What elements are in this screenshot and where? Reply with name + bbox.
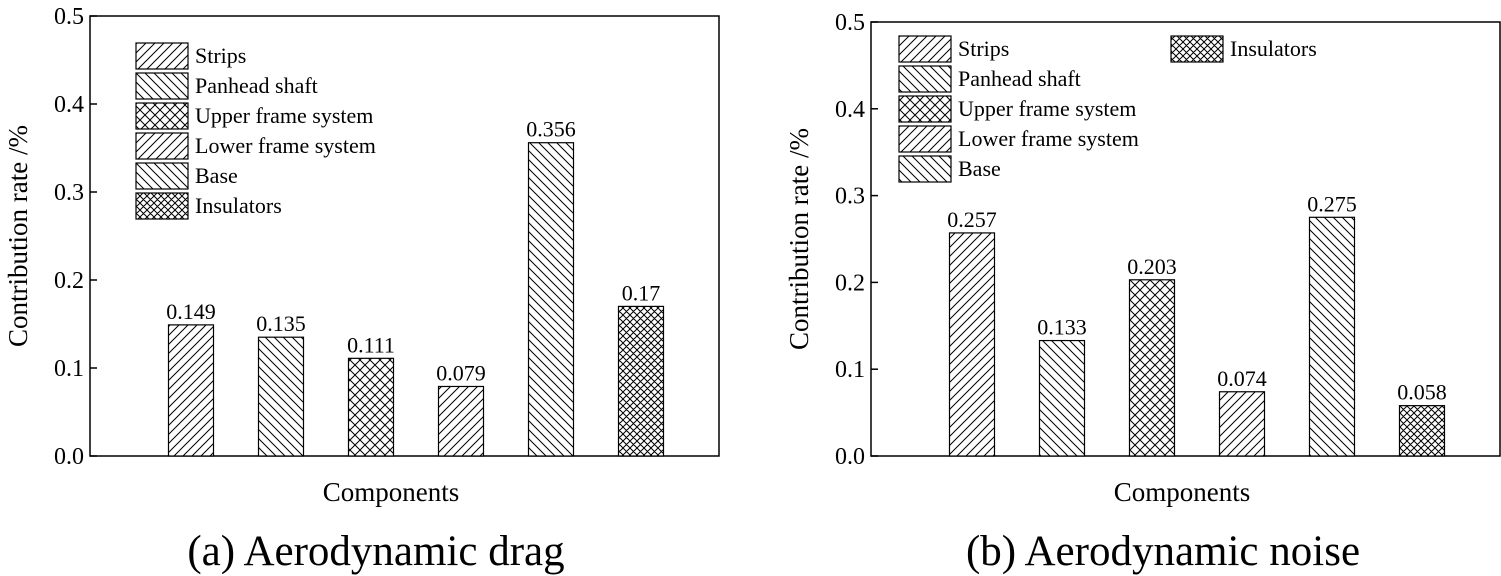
bar-value-label: 0.17 xyxy=(622,280,661,305)
panel-aerodynamic-drag: 0.00.10.20.30.40.5 0.149 0.1350.1110.0790… xyxy=(3,4,720,575)
legend-item: Upper frame system xyxy=(898,95,1136,123)
bar-upper-frame-system xyxy=(1128,279,1176,457)
legend-label: Lower frame system xyxy=(958,126,1139,151)
bar-insulators xyxy=(1398,405,1446,457)
bar-strips xyxy=(948,232,996,457)
legend-swatch xyxy=(135,42,189,70)
bar-lower-frame-system xyxy=(437,385,485,457)
bar-value-label: 0.149 xyxy=(166,299,216,324)
panel-caption: (a) Aerodynamic drag xyxy=(187,528,564,575)
legend-label: Base xyxy=(958,156,1001,181)
bar-upper-frame-system xyxy=(347,357,395,457)
y-tick-label: 0.2 xyxy=(835,270,865,296)
bar-value-label: 0.111 xyxy=(347,332,395,357)
bar-value-label: 0.203 xyxy=(1127,254,1177,279)
bar-base xyxy=(1308,216,1356,457)
bar-value-label: 0.058 xyxy=(1397,380,1447,405)
bars: 0.149 0.135 0.111 0.079 0.356 0.17 xyxy=(166,117,665,457)
legend-label: Strips xyxy=(958,36,1009,61)
y-tick-label: 0.5 xyxy=(54,4,84,30)
bar-value-label: 0.079 xyxy=(436,360,486,385)
legend-item: Strips xyxy=(135,42,246,70)
bar-insulators xyxy=(617,305,665,457)
legend-label: Base xyxy=(195,163,238,188)
legend-item: Lower frame system xyxy=(898,125,1139,153)
y-axis-label: Contribution rate /% xyxy=(784,128,814,350)
bar-value-label: 0.135 xyxy=(256,311,306,336)
x-axis-label: Components xyxy=(1114,477,1251,507)
y-tick-label: 0.4 xyxy=(54,92,84,118)
legend-item: Insulators xyxy=(135,192,282,220)
plot-frame xyxy=(870,21,1501,457)
bar-value-label: 0.257 xyxy=(947,207,997,232)
legend-swatch xyxy=(135,102,189,130)
y-tick-label: 0.5 xyxy=(835,10,865,36)
legend-swatch xyxy=(135,72,189,100)
y-ticks: 0.0 0.1 0.2 0.3 0.4 0.5 xyxy=(54,4,97,470)
legend: Strips Panhead shaft Upper frame system Low… xyxy=(898,35,1317,183)
legend-item: Base xyxy=(135,162,238,190)
legend-item: Insulators xyxy=(1170,35,1317,63)
legend-label: Insulators xyxy=(1230,36,1317,61)
y-axis-label: Contribution rate /% xyxy=(3,125,33,347)
legend-swatch xyxy=(1170,35,1224,63)
legend-swatch xyxy=(135,192,189,220)
legend-label: Panhead shaft xyxy=(195,73,318,98)
legend-item: Base xyxy=(898,155,1001,183)
legend-label: Upper frame system xyxy=(958,96,1136,121)
plot-frame xyxy=(89,15,720,457)
bar-value-label: 0.074 xyxy=(1217,366,1267,391)
y-tick-label: 0.1 xyxy=(54,356,84,382)
y-tick-label: 0.0 xyxy=(54,444,84,470)
legend-swatch xyxy=(898,35,952,63)
bars: 0.257 0.133 0.203 0.074 0.275 0.058 xyxy=(947,191,1447,457)
y-tick-label: 0.3 xyxy=(54,180,84,206)
bar-value-label: 0.133 xyxy=(1037,315,1087,340)
legend-swatch xyxy=(898,155,952,183)
legend-label: Strips xyxy=(195,43,246,68)
legend-swatch xyxy=(898,95,952,123)
y-tick-label: 0.3 xyxy=(835,184,865,210)
panel-aerodynamic-noise: 0.00.10.20.30.40.5 0.2570.1330.2030.0740… xyxy=(784,10,1501,575)
bar-panhead-shaft xyxy=(257,336,305,457)
bar-value-label: 0.275 xyxy=(1307,191,1357,216)
legend-label: Insulators xyxy=(195,193,282,218)
legend-label: Upper frame system xyxy=(195,103,373,128)
panel-caption: (b) Aerodynamic noise xyxy=(966,528,1360,575)
bar-base xyxy=(527,142,575,457)
legend-label: Lower frame system xyxy=(195,133,376,158)
y-ticks: 0.0 0.1 0.2 0.3 0.4 0.5 xyxy=(835,10,878,470)
bar-lower-frame-system xyxy=(1218,391,1266,457)
legend-item: Upper frame system xyxy=(135,102,373,130)
legend-item: Panhead shaft xyxy=(135,72,318,100)
legend-swatch xyxy=(898,125,952,153)
legend: Strips Panhead shaft Upper frame system Low… xyxy=(135,42,376,220)
bar-strips xyxy=(167,324,215,457)
y-tick-label: 0.0 xyxy=(835,444,865,470)
legend-item: Panhead shaft xyxy=(898,65,1081,93)
y-tick-label: 0.2 xyxy=(54,268,84,294)
legend-item: Strips xyxy=(898,35,1009,63)
bar-value-label: 0.356 xyxy=(526,117,576,142)
legend-item: Lower frame system xyxy=(135,132,376,160)
y-tick-label: 0.1 xyxy=(835,357,865,383)
legend-label: Panhead shaft xyxy=(958,66,1081,91)
bar-panhead-shaft xyxy=(1038,339,1086,457)
y-tick-label: 0.4 xyxy=(835,97,865,123)
x-axis-label: Components xyxy=(323,477,460,507)
legend-swatch xyxy=(135,162,189,190)
legend-swatch xyxy=(898,65,952,93)
legend-swatch xyxy=(135,132,189,160)
